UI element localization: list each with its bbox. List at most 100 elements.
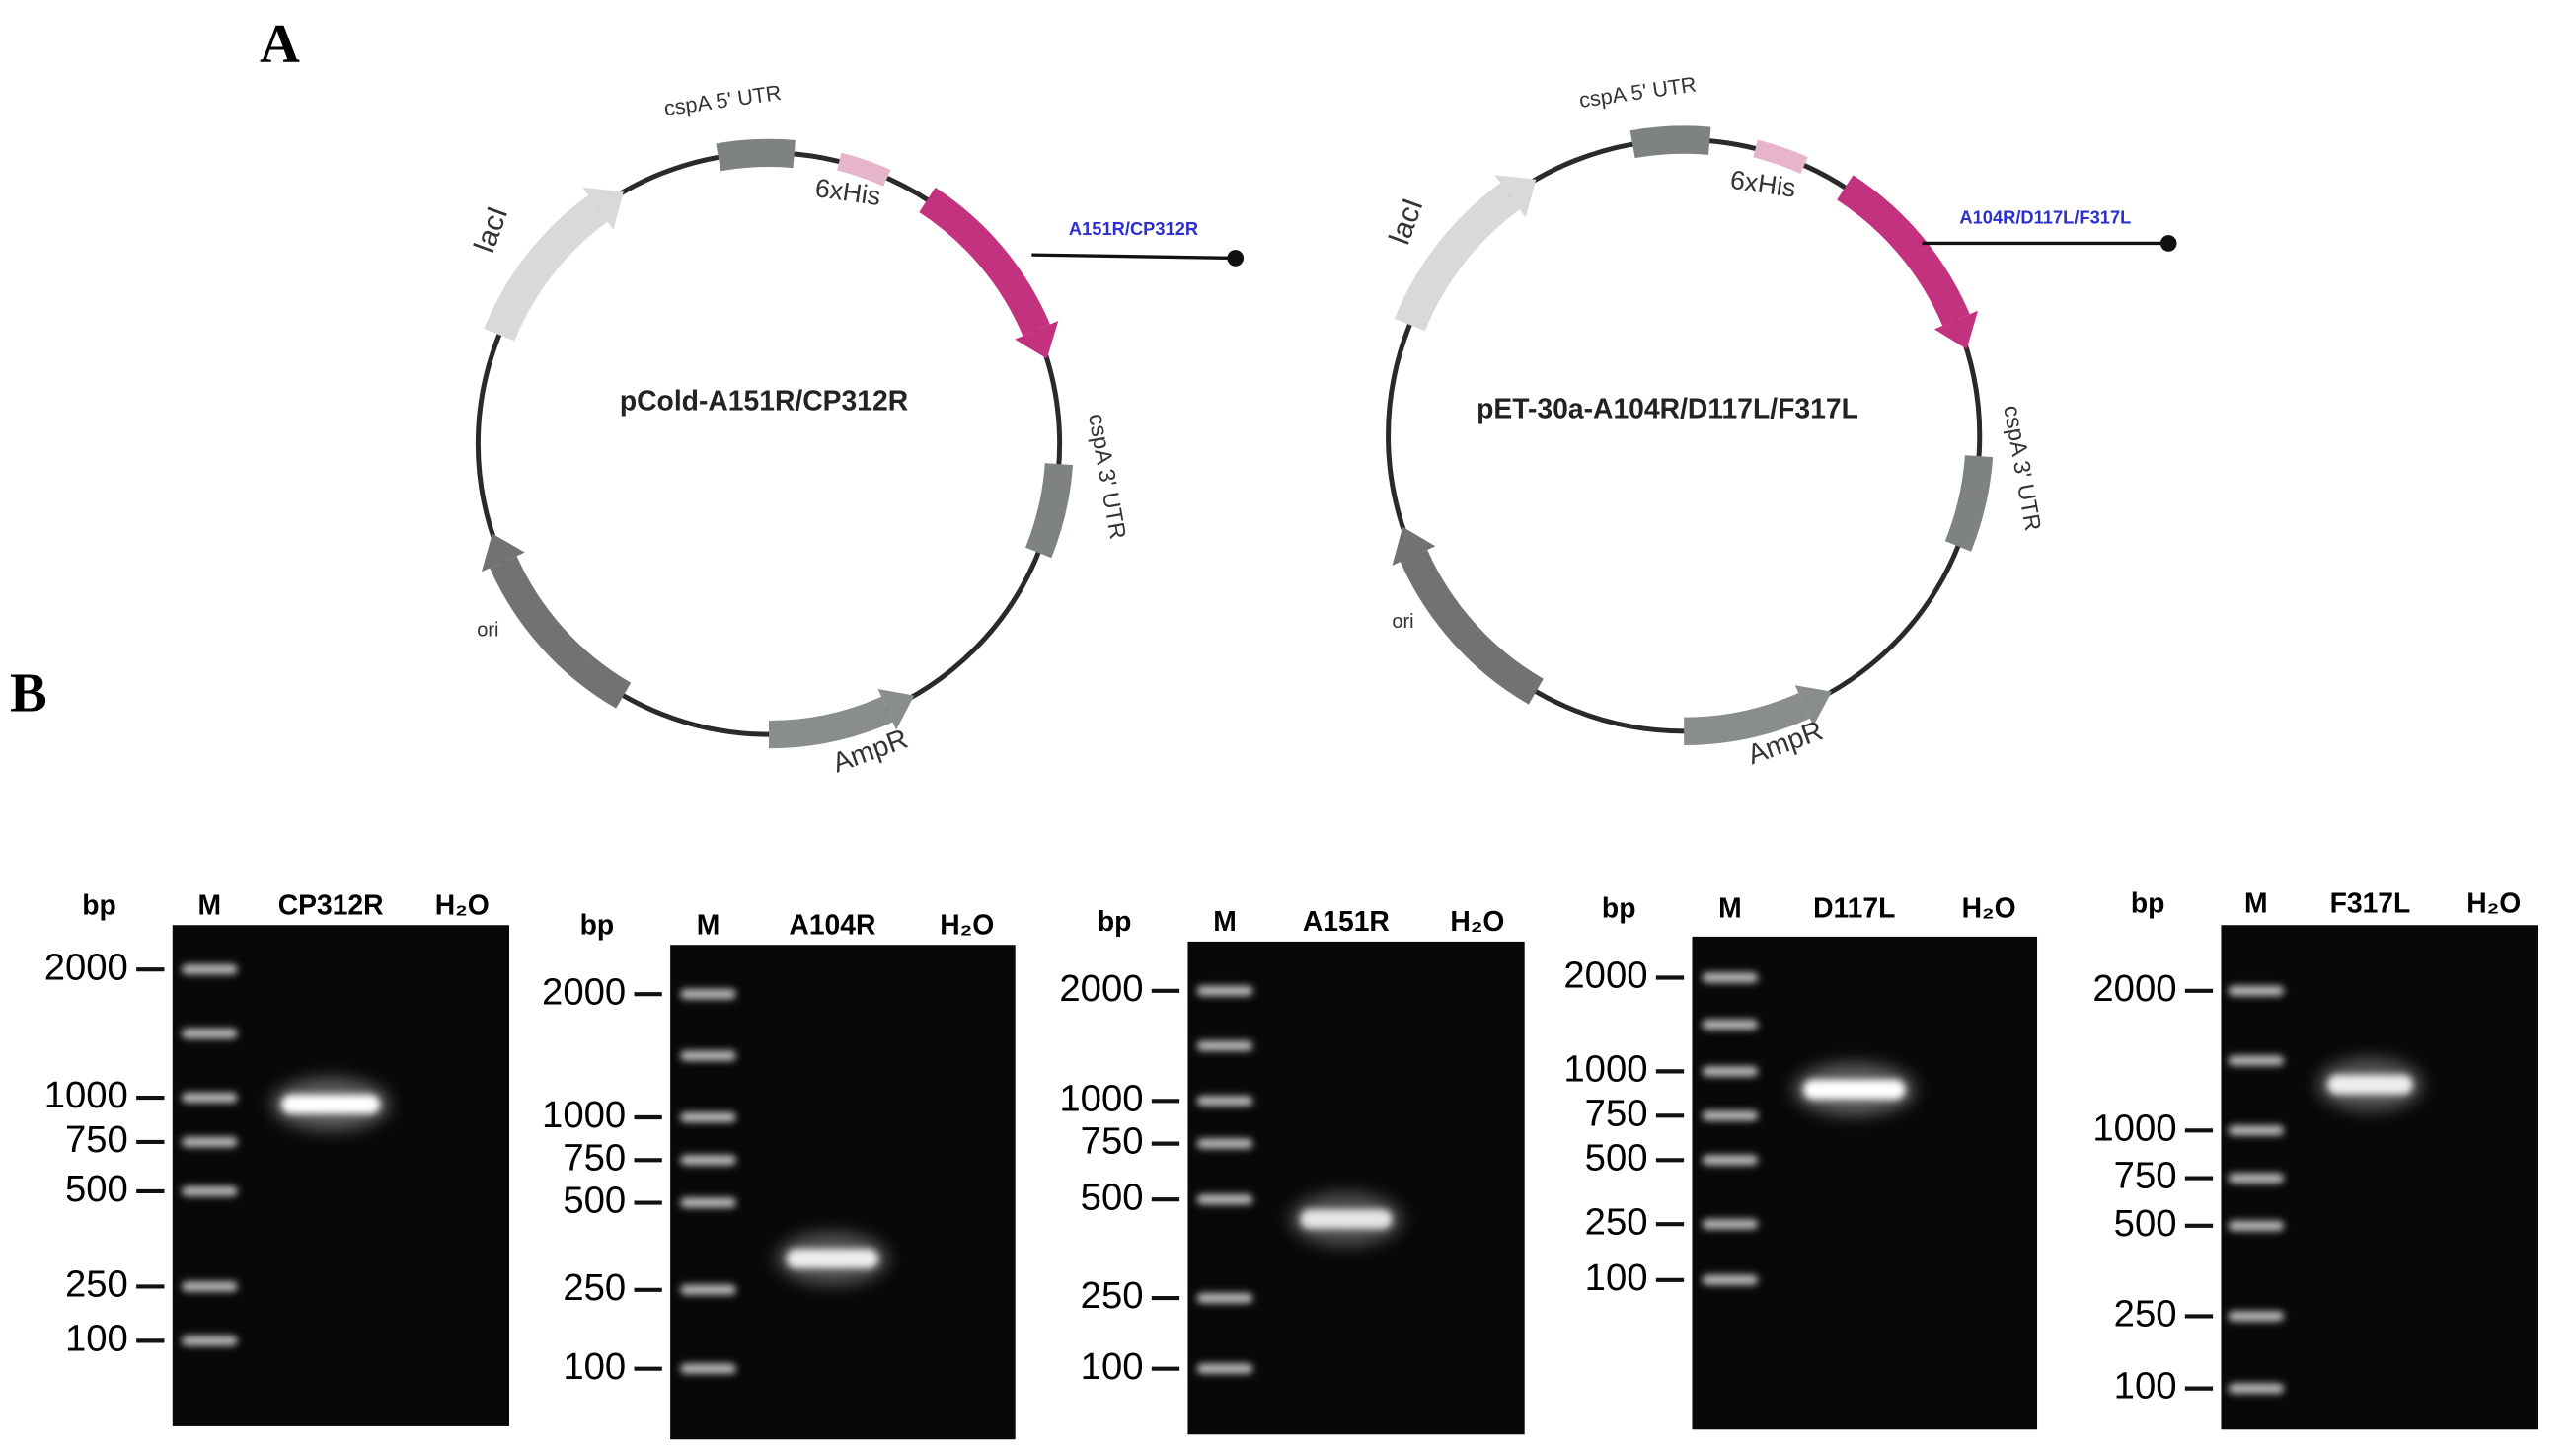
size-label: 1000 bbox=[1059, 1077, 1143, 1119]
feature-arrowhead bbox=[1015, 321, 1059, 359]
lane-label: A104R bbox=[789, 908, 875, 940]
size-label: 750 bbox=[2114, 1155, 2177, 1197]
size-label: 750 bbox=[563, 1136, 626, 1179]
size-label: 250 bbox=[2114, 1293, 2177, 1336]
plasmid-feature bbox=[1837, 175, 1970, 327]
size-label: 1000 bbox=[2092, 1107, 2176, 1149]
feature-arrowhead bbox=[1933, 310, 1979, 349]
lane-label: H₂O bbox=[940, 908, 994, 940]
plasmid-feature bbox=[1944, 454, 1994, 552]
sample-band bbox=[2327, 1074, 2413, 1095]
plasmid-feature bbox=[1629, 125, 1711, 159]
unit-label: bp bbox=[82, 888, 116, 920]
ladder-band bbox=[2228, 1220, 2285, 1231]
plasmid-feature bbox=[1400, 549, 1544, 705]
feature-arrowhead bbox=[1494, 175, 1537, 218]
size-label: 2000 bbox=[1059, 967, 1143, 1010]
size-label: 2000 bbox=[542, 970, 626, 1013]
plasmid-name: pCold-A151R/CP312R bbox=[620, 384, 908, 416]
plasmid-feature bbox=[484, 194, 608, 342]
size-label: 1000 bbox=[44, 1074, 128, 1116]
ladder-band bbox=[1196, 1363, 1253, 1374]
size-label: 100 bbox=[563, 1345, 626, 1388]
plasmid-feature bbox=[836, 152, 891, 187]
ladder-band bbox=[182, 1336, 238, 1346]
feature-label: 6xHis bbox=[1728, 165, 1797, 203]
lane-label: H₂O bbox=[435, 888, 490, 920]
feature-label: A104R/D117L/F317L bbox=[1959, 206, 2131, 227]
ladder-band bbox=[1196, 985, 1253, 996]
panel-label: B bbox=[10, 663, 47, 725]
feature-label: cspA 5' UTR bbox=[662, 80, 783, 120]
ladder-band bbox=[2228, 1173, 2285, 1184]
ladder-band bbox=[1702, 1110, 1759, 1121]
ladder-band bbox=[2228, 1311, 2285, 1322]
size-label: 100 bbox=[2114, 1365, 2177, 1408]
feature-label: ori bbox=[1392, 611, 1413, 633]
feature-pointer bbox=[1031, 253, 1236, 261]
plasmid-map: cspA 5' UTR 6xHis A104R/D117L/F317L cspA 3'… bbox=[1384, 72, 2177, 770]
unit-label: bp bbox=[580, 908, 615, 940]
ladder-band bbox=[1196, 1096, 1253, 1107]
gel-image bbox=[670, 945, 1016, 1440]
feature-arrowhead bbox=[582, 187, 624, 230]
gel-image bbox=[1692, 936, 2038, 1430]
ladder-band bbox=[182, 1136, 238, 1147]
ladder-band bbox=[680, 1363, 736, 1374]
size-label: 2000 bbox=[44, 946, 128, 988]
gel-image bbox=[1187, 941, 1525, 1435]
gel-panel: bp M F317L H₂O 2000 1000 750 500 250 100 bbox=[2092, 887, 2538, 1430]
lane-label: H₂O bbox=[1962, 892, 2016, 924]
size-label: 500 bbox=[563, 1180, 626, 1222]
feature-label: lacI bbox=[468, 202, 514, 257]
lane-label: M bbox=[1213, 905, 1237, 937]
size-label: 250 bbox=[1585, 1200, 1648, 1243]
panel-label: A bbox=[260, 14, 300, 75]
pointer-dot bbox=[1227, 250, 1245, 267]
feature-label: ori bbox=[477, 620, 498, 642]
size-label: 750 bbox=[65, 1118, 128, 1161]
plasmid-feature bbox=[1394, 183, 1521, 332]
feature-label: cspA 5' UTR bbox=[1577, 72, 1698, 113]
feature-arrowhead bbox=[1392, 526, 1436, 566]
ladder-band bbox=[680, 1111, 736, 1122]
plasmid-feature bbox=[716, 138, 796, 172]
size-label: 750 bbox=[1585, 1092, 1648, 1134]
ladder-band bbox=[680, 1155, 736, 1166]
feature-label: cspA 3' UTR bbox=[1084, 412, 1131, 541]
ladder-band bbox=[680, 989, 736, 1000]
unit-label: bp bbox=[1098, 905, 1132, 937]
size-label: 750 bbox=[1081, 1120, 1144, 1163]
feature-label: A151R/CP312R bbox=[1069, 218, 1198, 239]
lane-label: A151R bbox=[1303, 905, 1390, 937]
feature-arrowhead bbox=[1794, 685, 1832, 726]
lane-label: CP312R bbox=[278, 888, 384, 920]
lane-label: M bbox=[2244, 887, 2268, 919]
ladder-band bbox=[182, 1093, 238, 1104]
ladder-band bbox=[1196, 1293, 1253, 1304]
size-label: 100 bbox=[1585, 1257, 1648, 1299]
ladder-band bbox=[2228, 1383, 2285, 1394]
ladder-band bbox=[1702, 1219, 1759, 1230]
sample-band bbox=[1803, 1079, 1906, 1100]
ladder-band bbox=[1702, 1019, 1759, 1030]
ladder-band bbox=[182, 964, 238, 975]
plasmid-feature bbox=[1683, 692, 1810, 745]
sample-band bbox=[786, 1249, 879, 1269]
ladder-band bbox=[1702, 1155, 1759, 1166]
ladder-band bbox=[680, 1197, 736, 1208]
lane-label: H₂O bbox=[2466, 887, 2521, 919]
lane-label: M bbox=[1718, 892, 1742, 924]
size-label: 500 bbox=[2114, 1202, 2177, 1245]
sample-band bbox=[1300, 1209, 1393, 1230]
size-label: 500 bbox=[1081, 1176, 1144, 1218]
plasmid-feature bbox=[1024, 462, 1074, 559]
pointer-dot bbox=[2159, 235, 2177, 252]
ladder-band bbox=[182, 1281, 238, 1292]
ladder-band bbox=[1196, 1040, 1253, 1051]
ladder-band bbox=[1702, 1066, 1759, 1077]
unit-label: bp bbox=[1602, 892, 1636, 924]
